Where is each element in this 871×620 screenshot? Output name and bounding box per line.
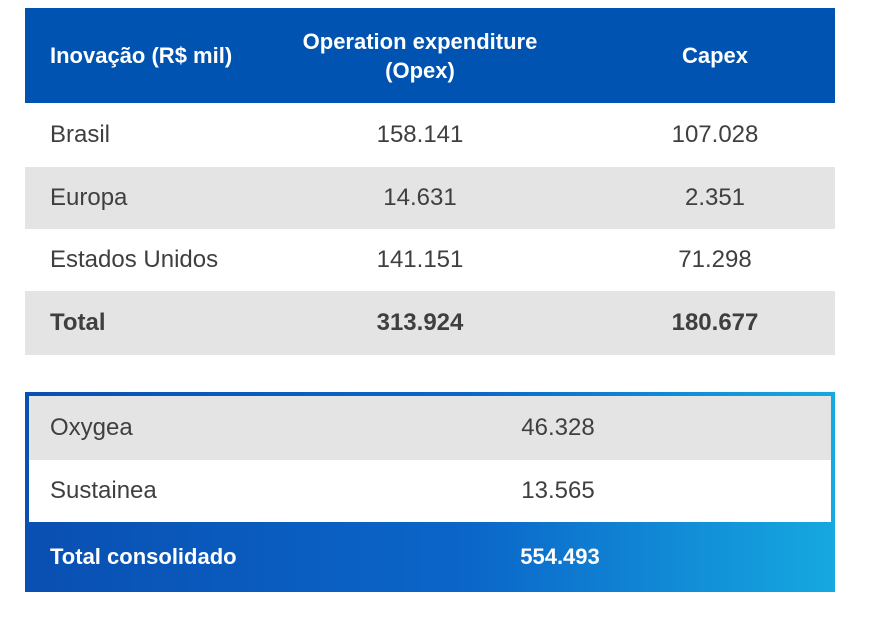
row-label: Oxygea	[50, 414, 133, 441]
total-opex: 313.924	[376, 309, 464, 336]
table-row: Europa 14.631 2.351	[25, 167, 835, 229]
header-inovacao: Inovação (R$ mil)	[50, 42, 233, 68]
row-opex: 14.631	[383, 184, 457, 211]
row-capex: 2.351	[684, 184, 746, 211]
table-row: Sustainea 13.565	[29, 460, 831, 522]
header-capex: Capex	[681, 42, 749, 68]
header-opex: Operation expenditure (Opex)	[302, 28, 538, 83]
consolidated-rows: Oxygea 46.328 Sustainea 13.565	[29, 396, 831, 522]
row-value: 46.328	[521, 414, 595, 441]
row-label: Brasil	[50, 121, 111, 148]
table-total-row: Total 313.924 180.677	[25, 291, 835, 355]
consolidated-total-row: Total consolidado 554.493	[25, 522, 835, 592]
consolidated-total-value: 554.493	[520, 544, 600, 569]
table-row: Oxygea 46.328	[29, 396, 831, 460]
consolidated-total-label: Total consolidado	[50, 544, 237, 569]
row-label: Sustainea	[50, 477, 157, 504]
table-header-row: Inovação (R$ mil) Operation expenditure …	[25, 8, 835, 103]
row-opex: 158.141	[376, 121, 464, 148]
row-opex: 141.151	[376, 246, 464, 273]
consolidated-table: Oxygea 46.328 Sustainea 13.565 Total con…	[25, 392, 835, 592]
row-capex: 71.298	[678, 246, 752, 273]
row-label: Europa	[50, 184, 128, 211]
innovation-table: Inovação (R$ mil) Operation expenditure …	[25, 8, 835, 355]
row-value: 13.565	[521, 477, 595, 504]
total-capex: 180.677	[671, 309, 759, 336]
table-row: Estados Unidos 141.151 71.298	[25, 229, 835, 291]
total-label: Total	[50, 309, 106, 336]
row-label: Estados Unidos	[50, 246, 219, 273]
table-row: Brasil 158.141 107.028	[25, 103, 835, 167]
row-capex: 107.028	[671, 121, 759, 148]
